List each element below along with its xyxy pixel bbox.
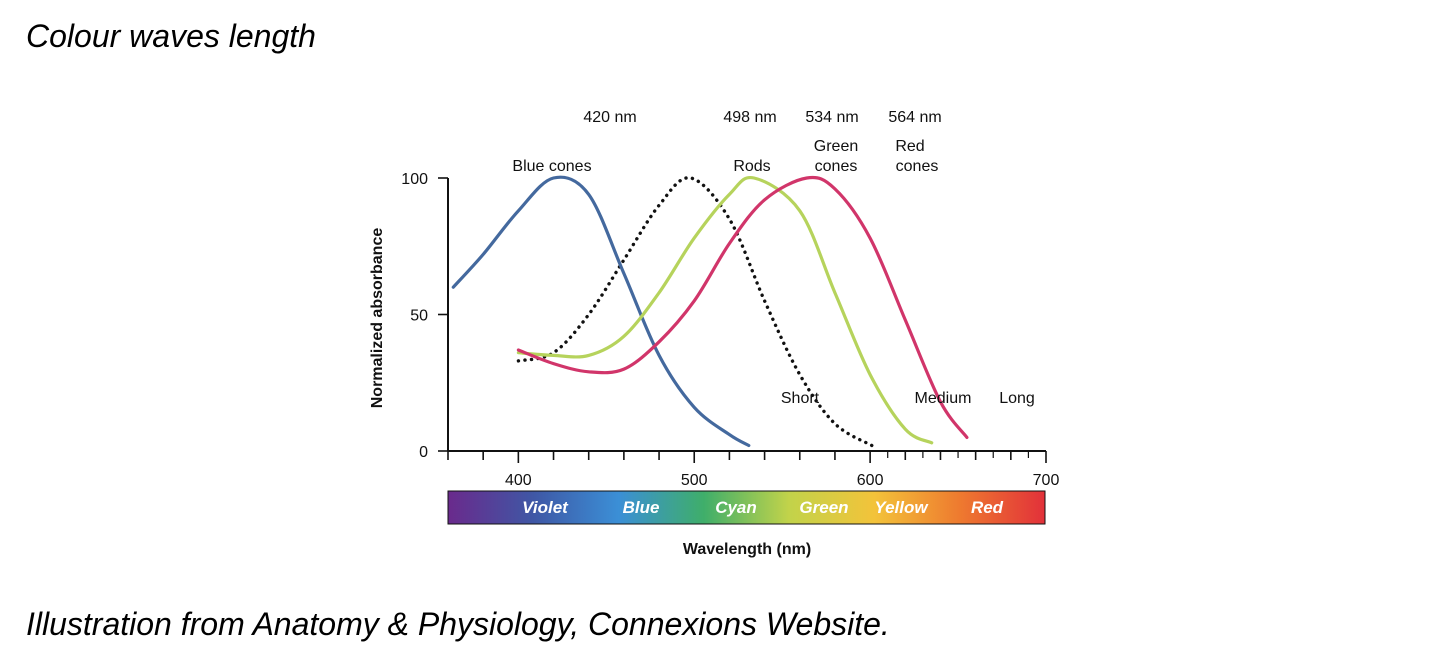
band-blue: Blue: [623, 498, 660, 517]
y-tick-label: 100: [401, 171, 428, 188]
spectrum-bar: [447, 490, 1046, 525]
x-tick-label: 400: [505, 472, 532, 489]
x-axis-title: Wavelength (nm): [683, 541, 811, 558]
end-label-short: Short: [781, 390, 820, 407]
band-yellow: Yellow: [874, 498, 929, 517]
band-violet: Violet: [522, 498, 569, 517]
band-green: Green: [799, 498, 848, 517]
end-label-medium: Medium: [915, 390, 972, 407]
peak-label-red: 564 nm: [888, 109, 941, 126]
y-tick-label: 50: [410, 308, 428, 325]
x-tick-label: 500: [681, 472, 708, 489]
peak-label-green: 534 nm: [805, 109, 858, 126]
series-label-green-bottom: cones: [815, 158, 858, 175]
band-cyan: Cyan: [715, 498, 757, 517]
series-line-blue-cones: [451, 175, 751, 448]
series-label-red-top: Red: [895, 138, 924, 155]
series-label-rods: Rods: [733, 158, 770, 175]
end-label-long: Long: [999, 390, 1035, 407]
y-axis-title: Normalized absorbance: [369, 228, 386, 409]
series-line-red-cones: [516, 175, 969, 439]
x-tick-label: 700: [1033, 472, 1060, 489]
figure-caption: Illustration from Anatomy & Physiology, …: [26, 606, 890, 642]
series-label-blue-cones: Blue cones: [512, 158, 591, 175]
series-line-rods: [516, 176, 874, 448]
x-tick-label: 600: [857, 472, 884, 489]
page-heading: Colour waves length: [26, 18, 316, 54]
peak-label-blue: 420 nm: [583, 109, 636, 126]
peak-label-rods: 498 nm: [723, 109, 776, 126]
series-label-red-bottom: cones: [896, 158, 939, 175]
series-label-green-top: Green: [814, 138, 858, 155]
band-red: Red: [971, 498, 1004, 517]
y-tick-label: 0: [419, 444, 428, 461]
series-line-green-cones: [516, 175, 934, 445]
